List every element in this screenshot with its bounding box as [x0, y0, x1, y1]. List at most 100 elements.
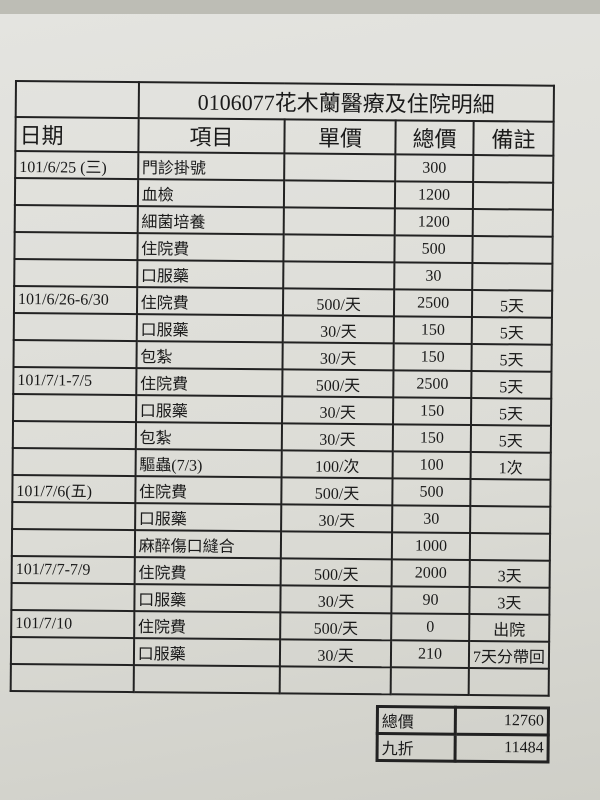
row-note	[472, 235, 553, 264]
row-date	[12, 501, 135, 531]
row-unit-price: 500/天	[283, 288, 395, 317]
row-note	[469, 532, 551, 561]
row-note: 5天	[471, 289, 553, 318]
row-total: 150	[393, 316, 472, 344]
row-total: 500	[394, 235, 473, 263]
row-date	[10, 636, 134, 666]
row-item: 口服藥	[136, 314, 284, 343]
row-unit-price	[283, 207, 396, 236]
row-note: 5天	[471, 316, 552, 345]
row-total: 150	[393, 343, 472, 371]
row-total: 90	[391, 586, 470, 614]
row-item: 驅蟲(7/3)	[135, 449, 282, 478]
row-unit-price: 500/天	[280, 558, 392, 587]
row-date	[13, 393, 136, 423]
row-total: 1200	[395, 181, 474, 210]
row-date	[14, 205, 138, 234]
row-date: 101/7/7-7/9	[11, 555, 135, 585]
header-row: 日期 項目 單價 總價 備註	[15, 117, 554, 156]
row-total: 1000	[391, 532, 471, 560]
row-total: 500	[392, 478, 471, 506]
row-unit-price: 30/天	[282, 342, 394, 371]
row-unit-price: 30/天	[281, 423, 394, 452]
summary-discount-value: 11484	[454, 734, 549, 763]
row-note: 5天	[471, 370, 552, 399]
header-note: 備註	[473, 121, 554, 156]
row-note: 3天	[469, 559, 550, 588]
row-unit-price	[283, 180, 396, 209]
row-date	[13, 339, 137, 369]
row-date	[14, 232, 138, 261]
header-total: 總價	[395, 120, 474, 156]
row-date	[11, 582, 135, 612]
expense-table: 0106077花木蘭醫療及住院明細 日期 項目 單價 總價 備註 101/6/2…	[10, 80, 555, 697]
row-unit-price	[279, 666, 392, 695]
row-item: 口服藥	[134, 584, 281, 613]
row-total: 300	[395, 154, 474, 183]
summary-discount-row: 九折 11484	[377, 733, 549, 763]
row-date	[14, 178, 138, 207]
row-item: 細菌培養	[137, 206, 284, 235]
row-unit-price: 30/天	[282, 396, 394, 425]
row-note	[468, 667, 549, 696]
title-blank-cell	[15, 81, 139, 119]
row-date	[10, 663, 134, 693]
row-date	[13, 312, 137, 342]
table-row	[10, 663, 549, 696]
row-item: 口服藥	[134, 503, 282, 532]
row-note: 3天	[469, 586, 550, 615]
row-unit-price: 30/天	[279, 639, 392, 668]
row-total: 30	[392, 505, 471, 533]
row-unit-price: 500/天	[282, 369, 394, 398]
row-item	[133, 665, 280, 694]
row-note	[470, 478, 551, 507]
row-note	[472, 182, 554, 210]
header-item: 項目	[138, 118, 285, 154]
row-item: 麻醉傷口縫合	[134, 530, 282, 559]
row-date: 101/6/26-6/30	[13, 286, 137, 315]
row-note	[472, 262, 553, 291]
row-unit-price	[283, 261, 395, 290]
row-item: 口服藥	[135, 395, 283, 424]
row-total: 30	[394, 262, 473, 290]
row-note	[472, 209, 553, 237]
row-item: 住院費	[135, 368, 283, 397]
row-item: 血檢	[137, 179, 285, 208]
row-note	[473, 155, 554, 183]
row-unit-price: 30/天	[281, 504, 393, 533]
header-date: 日期	[15, 117, 139, 153]
summary-total-value: 12760	[455, 707, 549, 736]
summary-total-label: 總價	[377, 706, 456, 735]
row-item: 包紮	[135, 422, 283, 451]
row-total: 150	[392, 424, 471, 452]
summary-table: 總價 12760 九折 11484	[376, 705, 550, 764]
row-unit-price	[284, 153, 396, 182]
row-date: 101/7/6(五)	[12, 474, 136, 504]
row-item: 門診掛號	[137, 152, 285, 181]
row-item: 住院費	[137, 233, 284, 262]
row-item: 住院費	[134, 557, 281, 586]
row-item: 住院費	[134, 476, 282, 505]
row-date: 101/6/25 (三)	[15, 151, 139, 180]
row-date	[11, 528, 135, 558]
row-unit-price: 30/天	[282, 315, 395, 344]
row-total: 2000	[391, 559, 470, 587]
header-unit-price: 單價	[284, 119, 396, 155]
row-date	[14, 259, 138, 288]
row-total: 2500	[393, 370, 472, 398]
row-total: 1200	[394, 208, 473, 236]
row-note: 7天分帶回	[468, 640, 550, 669]
row-item: 住院費	[136, 287, 284, 316]
row-note: 5天	[470, 424, 552, 453]
summary-total-row: 總價 12760	[377, 706, 549, 736]
row-date: 101/7/1-7/5	[13, 366, 137, 396]
row-note: 1次	[470, 451, 551, 480]
row-date: 101/7/10	[11, 609, 135, 639]
row-item: 住院費	[133, 611, 281, 640]
summary-discount-label: 九折	[377, 733, 456, 762]
photo-top-edge	[0, 0, 600, 14]
row-unit-price: 30/天	[280, 585, 392, 614]
row-note: 出院	[469, 613, 550, 642]
row-unit-price: 500/天	[280, 612, 392, 641]
document-title: 0106077花木蘭醫療及住院明細	[138, 82, 554, 122]
